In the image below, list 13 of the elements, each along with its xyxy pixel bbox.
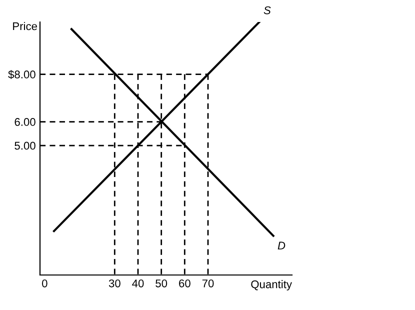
y-tick-label: $8.00 <box>8 70 36 80</box>
x-tick-label: 60 <box>179 279 190 288</box>
x-tick-label: 30 <box>108 279 120 288</box>
series-label: S <box>264 6 271 14</box>
x-tick-label: 50 <box>156 279 168 288</box>
x-tick-label: 40 <box>132 279 144 288</box>
y-tick-label: 6.00 <box>14 118 36 126</box>
y-axis-title: Price <box>13 22 37 30</box>
x-axis-title: Quantity <box>251 280 292 290</box>
y-tick-label: 5.00 <box>14 142 36 150</box>
x-tick-label: 70 <box>202 279 214 288</box>
x-tick-label: 0 <box>42 279 48 288</box>
series-label: D <box>278 242 286 250</box>
